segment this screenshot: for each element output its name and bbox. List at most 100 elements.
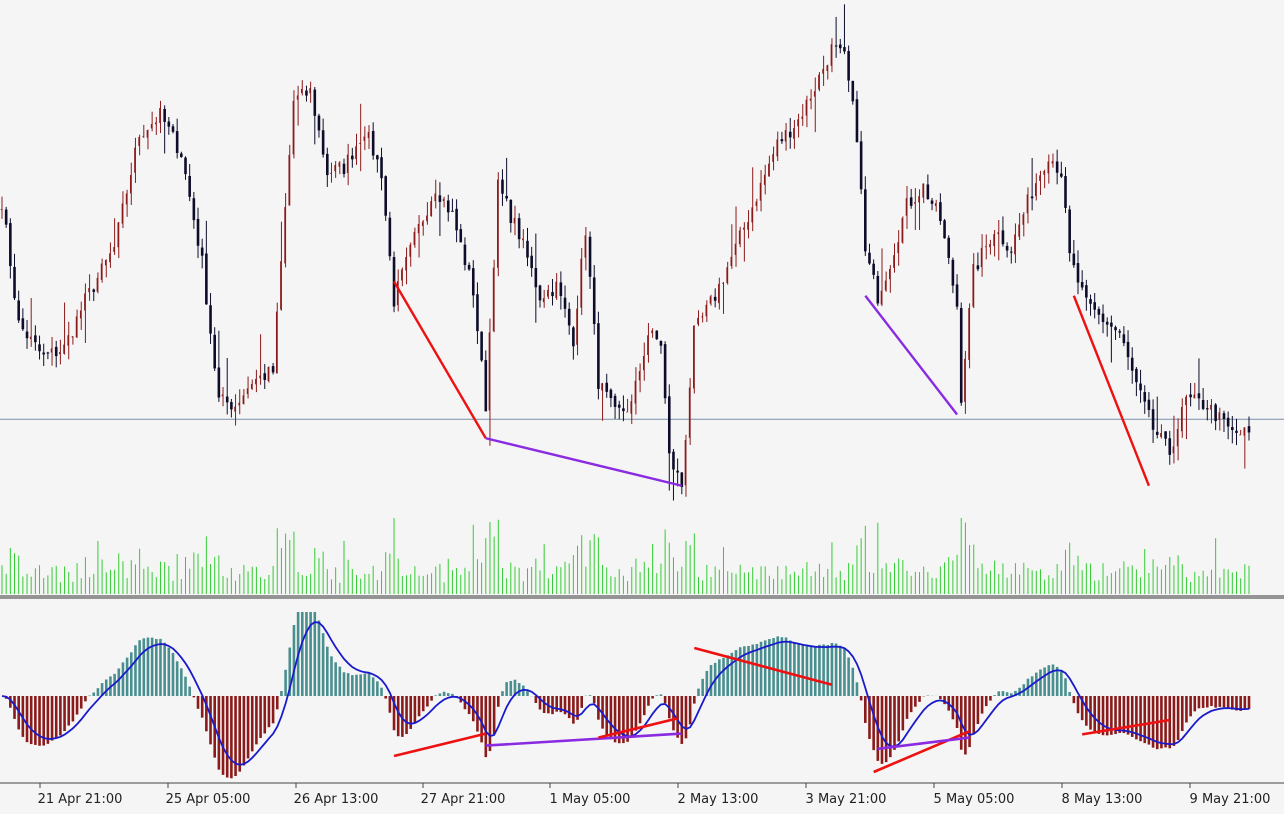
candle-body [697, 317, 699, 325]
candle-body [275, 311, 278, 374]
candle-body [238, 402, 240, 406]
candle-body [363, 136, 365, 141]
candle-body [880, 290, 882, 305]
candle-body [1139, 383, 1142, 391]
candle-body [246, 388, 248, 395]
candle-body [17, 300, 20, 321]
candle-body [1176, 428, 1179, 447]
candle-body [459, 229, 463, 243]
candle-body [730, 256, 732, 267]
candle-body [234, 406, 236, 412]
candle-body [576, 308, 578, 345]
candle-body [738, 230, 741, 245]
candle-body [684, 440, 686, 486]
candle-body [634, 380, 636, 404]
candle-body [801, 116, 803, 119]
candle-body [1235, 430, 1238, 433]
candle-body [638, 371, 640, 381]
candle-body [100, 263, 102, 280]
candle-body [1001, 230, 1005, 245]
candle-body [563, 297, 567, 309]
candle-body [225, 396, 229, 403]
candle-body [993, 234, 995, 247]
candle-body [584, 235, 586, 258]
candle-body [167, 121, 171, 127]
candle-body [484, 360, 488, 412]
candle-body [513, 217, 515, 224]
candle-body [847, 51, 850, 81]
candle-body [939, 202, 942, 222]
candle-body [542, 298, 545, 303]
candle-body [559, 282, 563, 296]
candle-body [934, 203, 937, 207]
candle-body [1201, 400, 1205, 409]
price-divergence-line [864, 295, 959, 416]
candle-body [159, 107, 161, 124]
candle-body [205, 253, 208, 305]
candle-body [1247, 426, 1251, 433]
candle-body [747, 222, 749, 230]
candle-body [476, 294, 479, 332]
candle-body [434, 193, 436, 202]
candle-body [905, 198, 907, 216]
candle-body [843, 47, 846, 52]
candle-body [438, 195, 442, 202]
candle-body [876, 275, 880, 304]
candle-body [305, 90, 308, 96]
candle-body [359, 142, 361, 145]
candle-body [1243, 427, 1245, 436]
candle-body [555, 281, 557, 299]
candle-body [342, 163, 346, 174]
candle-body [830, 44, 832, 66]
candle-body [1143, 392, 1147, 402]
candle-body [351, 155, 354, 160]
candle-body [984, 246, 987, 248]
candle-body [1039, 175, 1041, 181]
candle-body [884, 280, 887, 291]
candle-body [926, 184, 930, 200]
candle-body [1093, 302, 1096, 310]
candle-body [776, 139, 778, 157]
candle-body [680, 472, 684, 488]
candle-body [117, 222, 119, 248]
candle-body [104, 260, 107, 266]
candle-body [155, 122, 157, 125]
candle-body [1130, 357, 1134, 371]
candle-body [972, 264, 974, 307]
x-tick-label: 9 May 21:00 [1190, 792, 1271, 807]
oscillator-divergence-line [485, 732, 682, 747]
candle-body [321, 130, 325, 155]
candle-body [138, 137, 140, 146]
candle-body [430, 201, 432, 217]
candle-body [659, 341, 663, 346]
candle-body [759, 182, 761, 201]
candle-body [859, 141, 863, 190]
candle-body [651, 330, 653, 334]
candle-body [964, 358, 966, 402]
candle-body [1022, 214, 1024, 225]
candle-body [446, 200, 450, 213]
candle-body [163, 108, 166, 122]
candle-body [1076, 263, 1080, 283]
candle-body [405, 256, 407, 271]
candle-body [413, 231, 415, 245]
candle-body [1051, 161, 1053, 164]
x-tick-label: 21 Apr 21:00 [38, 792, 123, 807]
candle-body [813, 91, 816, 97]
candle-body [1180, 406, 1183, 432]
candle-body [597, 323, 600, 389]
candle-body [617, 404, 621, 408]
candle-body [997, 232, 999, 235]
candle-body [271, 366, 275, 373]
candle-body [1222, 413, 1226, 420]
candle-body [54, 346, 58, 357]
candle-body [42, 352, 46, 355]
candle-body [1035, 183, 1037, 197]
candle-body [1226, 417, 1230, 427]
candle-body [4, 209, 8, 225]
candle-body [980, 247, 982, 268]
candle-body [567, 308, 571, 326]
oscillator-divergence-line [877, 736, 970, 751]
candle-body [150, 124, 153, 129]
